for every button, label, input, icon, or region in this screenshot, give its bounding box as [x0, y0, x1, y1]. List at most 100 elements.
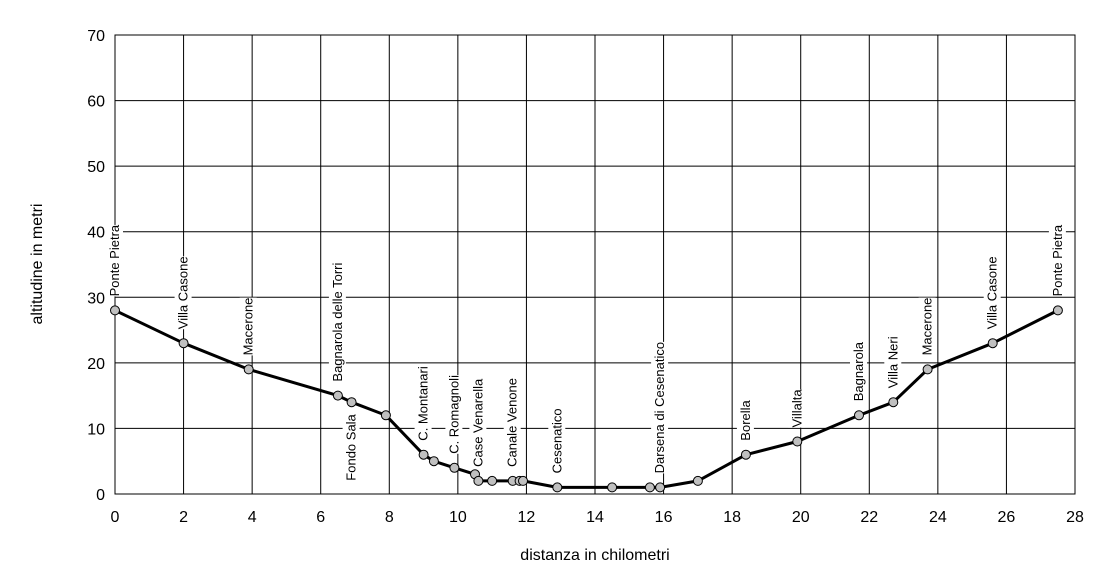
y-tick-label: 70: [87, 28, 105, 45]
place-label-text: Cesenatico: [549, 408, 564, 473]
place-label-text: Ponte Pietra: [1050, 224, 1065, 296]
place-label: C. Montanari: [414, 366, 432, 441]
place-label: Macerone: [239, 297, 257, 356]
place-label-backing: [328, 262, 346, 382]
place-label-backing: [503, 378, 521, 467]
x-axis-title: distanza in chilometri: [520, 547, 669, 564]
x-tick-label: 8: [385, 509, 394, 526]
place-label-backing: [106, 224, 123, 297]
x-tick-label: 22: [860, 509, 878, 526]
place-label-text: Bagnarola: [851, 341, 866, 401]
place-label-backing: [239, 297, 257, 356]
place-label-text: C. Romagnoli: [446, 375, 461, 454]
elevation-point: [110, 305, 120, 316]
x-tick-label: 6: [316, 509, 325, 526]
x-tick-label: 26: [998, 509, 1016, 526]
y-tick-label: 60: [87, 94, 105, 111]
elevation-point: [987, 338, 998, 349]
y-tick-label: 10: [87, 421, 105, 438]
y-tick-label: 40: [87, 225, 105, 242]
elevation-point: [428, 456, 439, 467]
x-tick-labels: 0 2 4 6 8 10 12 14 16 18 20 22 24 26 28: [111, 509, 1084, 526]
place-label: Villa Neri: [884, 336, 902, 389]
elevation-point: [854, 410, 864, 421]
place-label: Fondo Sala: [342, 413, 360, 481]
x-tick-label: 14: [586, 509, 604, 526]
place-label-text: Macerone: [920, 298, 935, 356]
place-label-text: Villa Neri: [885, 336, 900, 388]
y-tick-label: 0: [96, 487, 105, 504]
y-axis-title: altitudine in metri: [29, 204, 46, 325]
elevation-point: [449, 462, 460, 473]
elevation-point: [473, 475, 484, 486]
elevation-point: [243, 364, 254, 375]
elevation-point: [792, 436, 803, 447]
place-label-backing: [445, 375, 463, 454]
place-label: Bagnarola: [850, 341, 867, 402]
place-label-backing: [884, 336, 902, 389]
place-label-text: Case Venarella: [470, 378, 485, 467]
elevation-point: [1052, 305, 1063, 316]
place-label: Case Venarella: [469, 378, 487, 467]
elevation-point: [178, 338, 189, 349]
elevation-point: [740, 449, 751, 460]
place-label-text: Villalta: [789, 389, 804, 428]
place-label: Darsena di Cesenatico: [651, 341, 669, 474]
elevation-point: [418, 449, 429, 460]
place-label-backing: [469, 378, 487, 467]
elevation-points: [110, 305, 1063, 493]
place-label-backing: [788, 389, 806, 428]
x-tick-label: 16: [655, 509, 673, 526]
y-tick-label: 50: [87, 159, 105, 176]
elevation-point: [332, 390, 343, 401]
place-label: Ponte Pietra: [106, 224, 123, 297]
place-label-backing: [548, 408, 566, 474]
place-label: Villa Casone: [174, 256, 192, 330]
place-label-text: Fondo Sala: [344, 413, 359, 480]
elevation-point: [518, 475, 528, 486]
place-label-text: Villa Casone: [176, 256, 191, 329]
place-label-text: Ponte Pietra: [107, 224, 122, 296]
place-label: Villalta: [788, 389, 806, 428]
place-label-text: C. Montanari: [416, 366, 431, 441]
place-label-text: Borella: [738, 399, 753, 440]
x-tick-label: 28: [1066, 509, 1084, 526]
elevation-point: [655, 482, 666, 493]
elevation-point: [922, 364, 933, 375]
elevation-point: [607, 482, 618, 493]
place-label: Ponte Pietra: [1048, 224, 1066, 297]
x-tick-label: 4: [248, 509, 257, 526]
place-label-backing: [342, 414, 360, 481]
place-label: Macerone: [918, 298, 936, 356]
elevation-point: [487, 475, 498, 486]
place-label-backing: [174, 256, 192, 330]
x-tick-label: 20: [792, 509, 810, 526]
elevation-point: [692, 475, 703, 486]
x-tick-label: 12: [518, 509, 536, 526]
place-label: Bagnarola delle Torri: [328, 262, 346, 382]
place-label-backing: [414, 366, 432, 441]
elevation-point: [552, 482, 563, 493]
place-label-text: Macerone: [241, 298, 256, 356]
grid-lines: [114, 34, 1076, 495]
place-label-text: Darsena di Cesenatico: [652, 342, 667, 474]
place-label-text: Bagnarola delle Torri: [330, 262, 345, 381]
x-tick-label: 0: [111, 509, 120, 526]
place-label-text: Canale Venone: [505, 378, 520, 467]
place-label: Villa Casone: [983, 256, 1001, 330]
elevation-point: [888, 397, 899, 408]
y-tick-label: 30: [87, 290, 105, 307]
y-tick-label: 20: [87, 356, 105, 373]
place-label-backing: [651, 341, 669, 474]
place-label: C. Romagnoli: [445, 375, 463, 454]
place-label-backing: [983, 256, 1001, 330]
x-tick-label: 24: [929, 509, 947, 526]
place-label-backing: [1048, 224, 1066, 297]
x-tick-label: 18: [723, 509, 741, 526]
place-label-backing: [850, 342, 867, 402]
elevation-point: [380, 410, 391, 421]
elevation-point: [644, 482, 655, 493]
place-label: Cesenatico: [548, 408, 566, 474]
place-label: Borella: [736, 399, 754, 441]
